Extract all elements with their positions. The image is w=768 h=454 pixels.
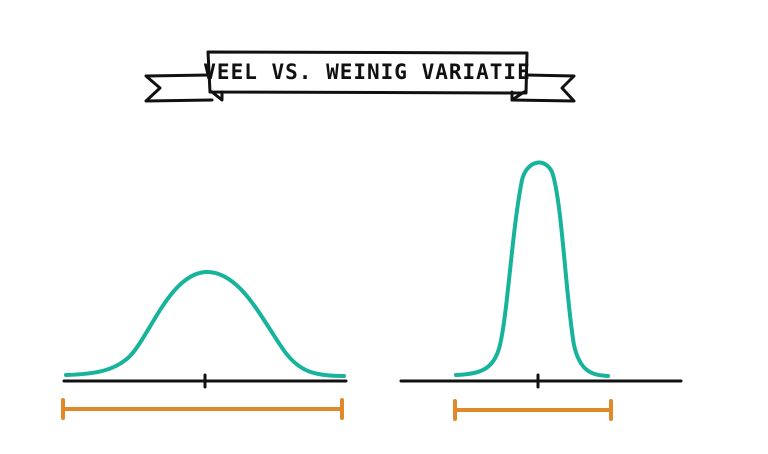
banner [206,50,529,95]
banner-tail-right [510,73,576,103]
range-wide [61,398,344,420]
wide-bell-curve [64,269,346,378]
title: VEEL VS. WEINIG VARIATIE [203,60,530,84]
banner-fold-left [210,90,224,102]
banner-tail-left [144,73,214,103]
narrow-bell-curve [454,160,610,378]
banner-fold-right [510,90,526,102]
range-narrow [453,399,613,421]
